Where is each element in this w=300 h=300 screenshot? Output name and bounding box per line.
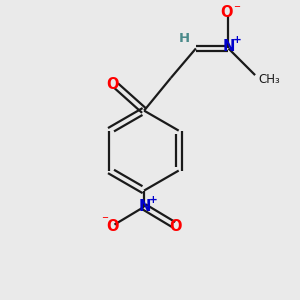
Text: CH₃: CH₃ xyxy=(258,73,280,86)
Text: N: N xyxy=(139,199,151,214)
Text: O: O xyxy=(106,77,119,92)
Text: O: O xyxy=(107,219,119,234)
Text: +: + xyxy=(233,35,242,45)
Text: ⁻: ⁻ xyxy=(100,214,108,227)
Text: O: O xyxy=(221,5,233,20)
Text: O: O xyxy=(169,219,182,234)
Text: +: + xyxy=(148,195,157,205)
Text: ⁻: ⁻ xyxy=(233,3,240,16)
Text: N: N xyxy=(222,40,235,55)
Text: H: H xyxy=(178,32,190,45)
